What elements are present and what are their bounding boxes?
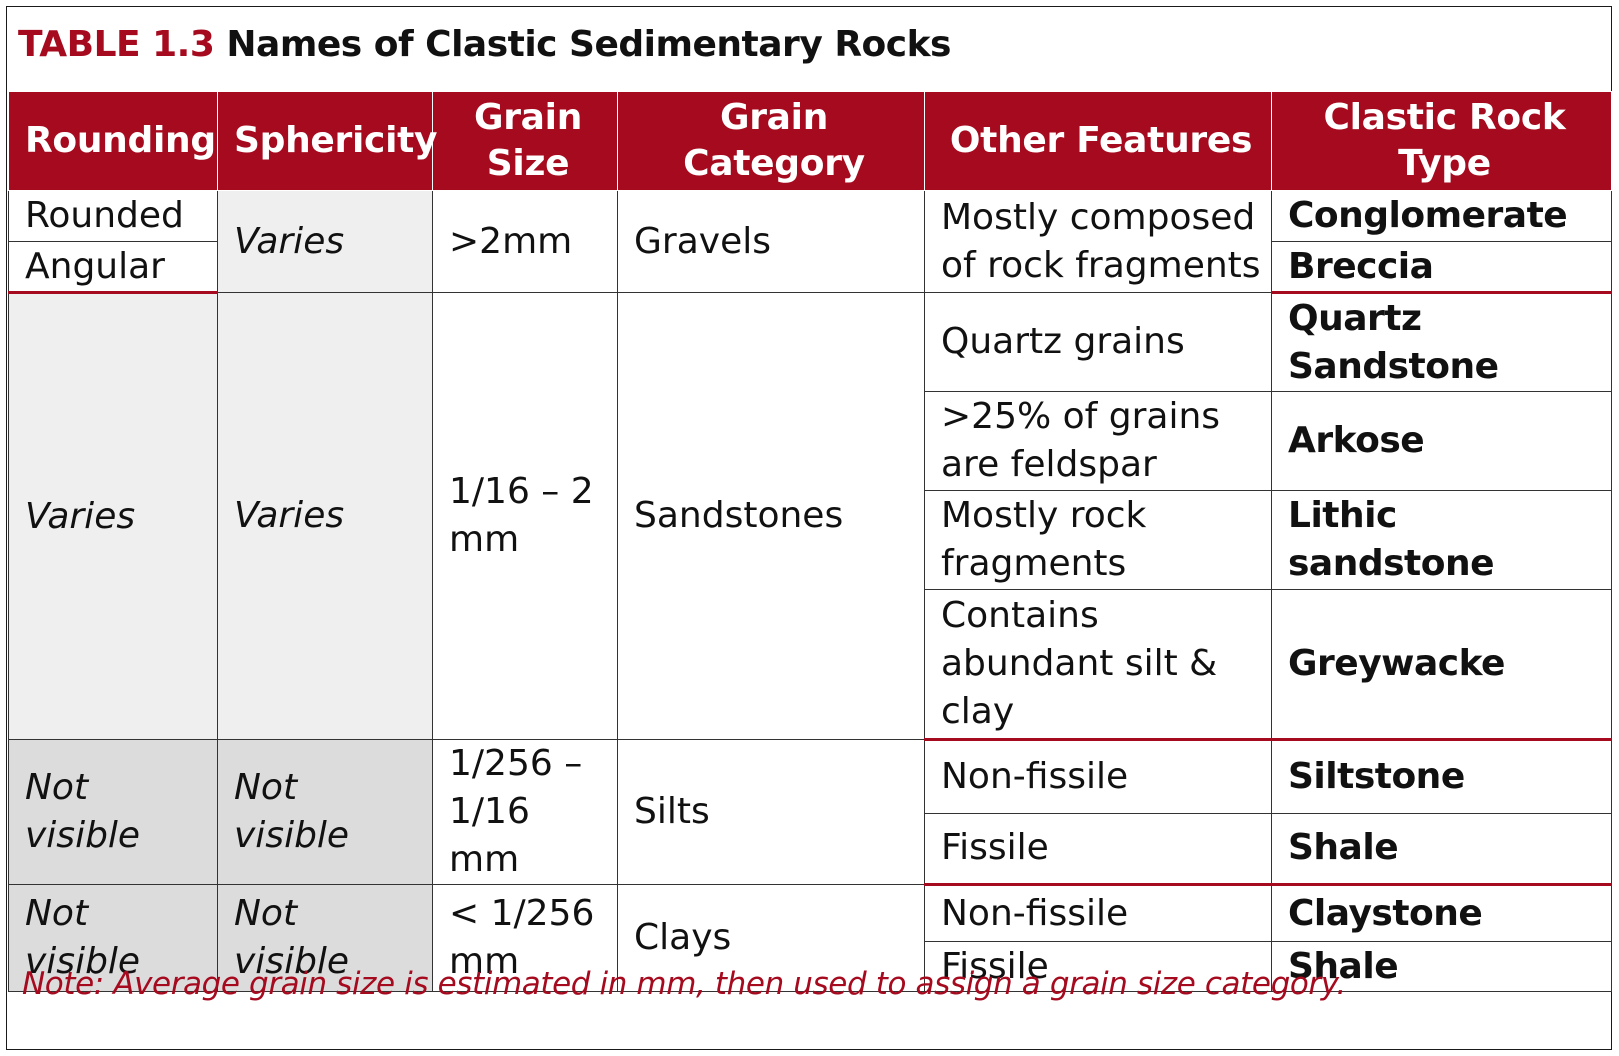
header-rock-type: Clastic Rock Type (1271, 91, 1612, 191)
grain-size-cell: < 1/256 mm (432, 884, 618, 992)
features-cell: Non-fissile (924, 884, 1272, 942)
table-row: Fissile Shale (9, 812, 1612, 887)
sphericity-cell: Varies (217, 292, 433, 740)
grain-category-cell: Gravels (617, 190, 925, 293)
grain-category-cell: Silts (617, 739, 925, 885)
rounding-cell: Not visible (8, 739, 218, 885)
rock-type-cell: Lithic sandstone (1271, 490, 1612, 590)
header-grain-category: Grain Category (617, 91, 925, 191)
rock-type-cell: Shale (1271, 812, 1612, 887)
header-grain-size: Grain Size (432, 91, 618, 191)
rock-type-cell: Breccia (1271, 241, 1612, 294)
features-cell: Non-fissile (924, 739, 1272, 814)
rock-type-cell: Quartz Sandstone (1271, 292, 1612, 392)
features-cell: Fissile (924, 941, 1272, 992)
rock-type-cell: Greywacke (1271, 589, 1612, 741)
grain-size-cell: 1/256 – 1/16 mm (432, 739, 618, 885)
grain-category-cell: Clays (617, 884, 925, 992)
rounding-cell: Rounded (8, 190, 218, 242)
table-row: Mostly rock fragments Lithic sandstone (9, 490, 1612, 590)
clastic-rocks-table: Rounding Sphericity Grain Size Grain Cat… (8, 91, 1612, 992)
table-note: Note: Average grain size is estimated in… (22, 966, 1346, 1002)
rock-type-cell: Shale (1271, 941, 1612, 992)
table-row: >25% of grains are feldspar Arkose (9, 391, 1612, 491)
rounding-cell: Not visible (8, 884, 218, 992)
sphericity-cell: Not visible (217, 739, 433, 885)
rock-type-cell: Conglomerate (1271, 190, 1612, 242)
sphericity-cell: Not visible (217, 884, 433, 992)
table-number: TABLE 1.3 (18, 24, 215, 65)
table-row: Rounded Varies >2mm Gravels Mostly compo… (8, 190, 1612, 293)
features-cell: >25% of grains are feldspar (924, 391, 1272, 491)
rock-type-cell: Claystone (1271, 884, 1612, 942)
rock-type-cell: Siltstone (1271, 739, 1612, 814)
features-cell: Contains abundant silt & clay (924, 589, 1272, 741)
features-cell: Mostly rock fragments (924, 490, 1272, 590)
table-row: Varies Varies 1/16 – 2 mm Sandstones Qua… (8, 292, 1612, 740)
header-other-features: Other Features (924, 91, 1272, 191)
header-rounding: Rounding (8, 91, 218, 191)
grain-category-cell: Sandstones (617, 292, 925, 740)
grain-size-cell: 1/16 – 2 mm (432, 292, 618, 740)
features-cell: Mostly composed of rock fragments (924, 190, 1272, 293)
header-row: Rounding Sphericity Grain Size Grain Cat… (8, 91, 1612, 191)
features-cell: Fissile (924, 812, 1272, 887)
sphericity-cell: Varies (217, 190, 433, 293)
rounding-cell: Angular (8, 241, 218, 294)
table-row: Fissile Shale (9, 941, 1612, 992)
grain-size-cell: >2mm (432, 190, 618, 293)
header-sphericity: Sphericity (217, 91, 438, 191)
table-row: Not visible Not visible < 1/256 mm Clays… (8, 884, 1612, 992)
table-row: Contains abundant silt & clay Greywacke (9, 589, 1612, 741)
table-caption: Names of Clastic Sedimentary Rocks (226, 24, 951, 65)
features-cell: Quartz grains (924, 292, 1272, 392)
table-title: TABLE 1.3 Names of Clastic Sedimentary Ro… (18, 24, 951, 65)
table-row: Angular Breccia (8, 241, 1612, 294)
rock-type-cell: Arkose (1271, 391, 1612, 491)
table-row: Not visible Not visible 1/256 – 1/16 mm … (8, 739, 1612, 885)
rounding-cell: Varies (8, 292, 218, 740)
